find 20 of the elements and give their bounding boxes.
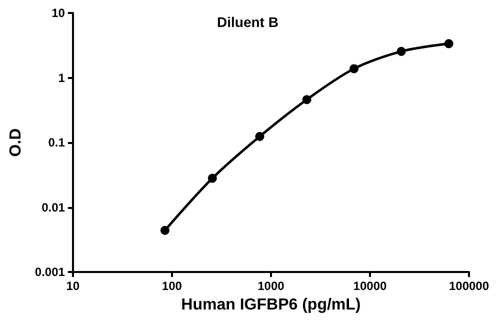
x-tick-label: 1000 bbox=[258, 279, 285, 293]
x-axis-title: Human IGFBP6 (pg/mL) bbox=[181, 296, 361, 314]
point bbox=[396, 46, 406, 56]
x-tick-label: 100 bbox=[162, 279, 182, 293]
chart-title: Diluent B bbox=[217, 14, 278, 30]
x-tick-label: 10000 bbox=[353, 279, 387, 293]
y-tick-label: 0.1 bbox=[48, 136, 66, 150]
y-tick-label: 1 bbox=[58, 70, 66, 85]
point bbox=[302, 95, 312, 104]
y-axis-title: O.D bbox=[8, 128, 24, 157]
point bbox=[444, 39, 454, 48]
point bbox=[208, 174, 217, 183]
y-tick-label: 0.01 bbox=[42, 200, 66, 214]
x-tick-label: 100000 bbox=[448, 279, 490, 293]
x-tick-label: 10 bbox=[66, 279, 80, 293]
point bbox=[350, 64, 359, 74]
y-tick-label: 0.001 bbox=[34, 265, 66, 279]
point bbox=[255, 132, 264, 141]
y-tick-label: 10 bbox=[52, 6, 66, 20]
point bbox=[160, 226, 170, 235]
